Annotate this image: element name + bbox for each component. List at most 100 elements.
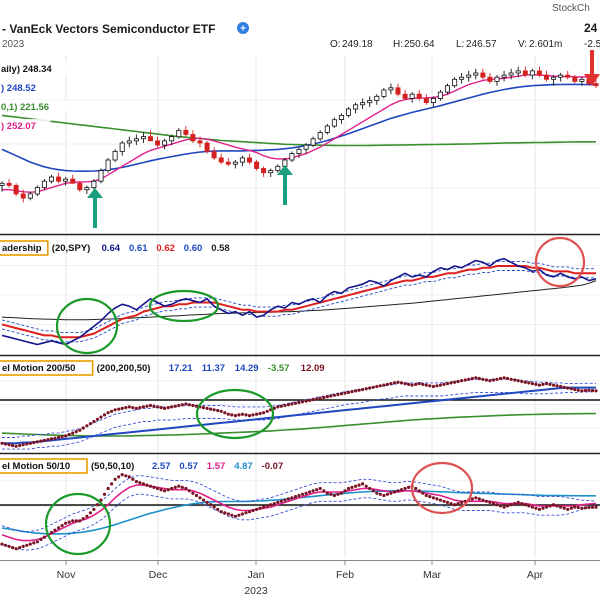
candle-body-30 — [211, 151, 217, 159]
circle-annotations — [44, 236, 586, 556]
pm200-dot-68 — [481, 377, 485, 381]
pm50-dot-mid-8 — [60, 524, 64, 528]
candle-body-43 — [303, 144, 309, 150]
pm50-dot-mid-73 — [520, 502, 524, 506]
pm200-dot-mid-25 — [180, 403, 184, 407]
pm200-dot-mid-69 — [491, 378, 496, 382]
pm200-dot-mid-4 — [32, 440, 36, 445]
pm50-dot-mid-15 — [110, 482, 114, 486]
pm50-dot-mid-55 — [392, 490, 397, 494]
pm200-dot-33 — [233, 414, 237, 418]
pm50-legend-item-0: el Motion 50/10 — [2, 461, 70, 472]
pm200-dot-mid-7 — [53, 436, 57, 440]
pm50-dot-65 — [460, 500, 464, 504]
pm200-legend-item-6: 12.09 — [301, 363, 325, 374]
pm200-dot-50 — [354, 389, 358, 393]
pm50-pink-line — [1, 484, 597, 542]
pm50-dot-mid-34 — [244, 511, 248, 515]
pm200-legend-box-0 — [0, 360, 94, 376]
candle-body-0 — [0, 182, 5, 186]
pm50-dot-33 — [233, 514, 237, 518]
x-tick-label-4: Mar — [423, 569, 442, 581]
candle-body-35 — [246, 157, 252, 163]
pm200-dot-mid-49 — [350, 390, 354, 394]
lead-avg-line — [1, 265, 596, 339]
pm50-dot-mid-23 — [166, 488, 170, 492]
pm200-dot-mid-8 — [60, 435, 64, 439]
lead-legend-item-5: 0.60 — [184, 243, 203, 254]
pm200-dot-mid-67 — [477, 376, 481, 381]
candle-body-21 — [147, 136, 153, 142]
x-tick-label-5: Apr — [527, 569, 544, 581]
candle-body-65 — [459, 76, 465, 80]
pm50-dot-mid-52 — [371, 489, 375, 493]
pm50-dot-3 — [21, 544, 25, 549]
pm50-legend-box-0 — [0, 458, 88, 474]
pm50-dot-34 — [240, 512, 244, 516]
candle-body-61 — [430, 98, 436, 104]
candle-body-26 — [183, 129, 189, 135]
pm200-dot-10 — [71, 431, 75, 435]
pm50-dot-53 — [375, 491, 379, 495]
pm200-dot-mid-73 — [520, 379, 524, 384]
pm50-dot-mid-20 — [145, 483, 149, 487]
pm50-dot-mid-78 — [555, 504, 559, 508]
pm50-dot-10 — [71, 519, 75, 523]
pm200-dot-mid-83 — [590, 388, 595, 393]
pm50-dot-61 — [431, 496, 435, 500]
ma200-line — [1, 114, 597, 147]
pm200-legend-item-4: 14.29 — [235, 363, 259, 374]
candle-body-76 — [536, 70, 542, 76]
price-legend-bg-3 — [0, 119, 51, 132]
candle-body-72 — [508, 72, 514, 76]
pm200-dot-5 — [35, 440, 40, 444]
pm200-dot-mid-56 — [399, 381, 404, 385]
pm200-dot-mid-21 — [152, 404, 156, 408]
pm200-dot-64 — [453, 380, 457, 384]
pm200-dot-13 — [92, 419, 96, 424]
pm200-dot-mid-10 — [74, 430, 78, 434]
candle-body-39 — [275, 165, 281, 171]
pm50-dot-37 — [262, 505, 266, 509]
high-label: H: — [393, 39, 403, 50]
pm50-dot-mid-60 — [428, 495, 432, 499]
pm50-dot-71 — [502, 505, 506, 509]
pm200-dot-36 — [255, 412, 259, 416]
pm50-dot-mid-18 — [131, 477, 135, 481]
pm200-dot-22 — [156, 405, 160, 409]
pm200-dot-66 — [467, 377, 471, 381]
lead-legend-item-2: 0.64 — [102, 243, 121, 254]
candle-body-31 — [218, 157, 224, 163]
candle-body-33 — [232, 161, 238, 165]
pm200-dot-30 — [212, 408, 216, 412]
price-legend-bg-0 — [0, 62, 74, 75]
candle-body-56 — [395, 87, 401, 95]
pm200-dot-12 — [85, 424, 89, 428]
pm200-dot-84 — [594, 389, 598, 393]
pm200-dot-mid-6 — [46, 438, 50, 442]
lead-main-line — [1, 257, 597, 346]
pm200-dot-16 — [113, 408, 117, 412]
pm200-dot-65 — [460, 379, 464, 383]
candle-body-59 — [416, 93, 422, 99]
candle-body-50 — [353, 104, 359, 110]
up-arrow-head-1 — [277, 165, 293, 175]
pm50-dot-mid-56 — [399, 488, 404, 492]
pm200-dot-35 — [247, 414, 252, 418]
circle-annotation-0 — [55, 297, 119, 355]
pm200-dot-mid-28 — [201, 406, 206, 410]
pm50-dot-63 — [445, 500, 450, 504]
pm200-dot-mid-41 — [293, 401, 298, 405]
add-icon[interactable]: + — [237, 22, 249, 35]
pm200-dot-57 — [403, 382, 407, 386]
pm50-dot-mid-82 — [583, 506, 588, 510]
pm50-dot-50 — [354, 484, 358, 488]
pm50-dot-mid-38 — [272, 502, 276, 506]
pm50-dot-mid-59 — [421, 491, 425, 495]
pm50-dot-mid-66 — [470, 497, 474, 501]
pm50-dot-mid-28 — [201, 498, 206, 502]
pm200-dot-74 — [523, 380, 527, 384]
pm50-dot-mid-17 — [124, 474, 128, 478]
pm200-dot-mid-70 — [498, 376, 503, 381]
pm200-dot-83 — [587, 388, 591, 392]
